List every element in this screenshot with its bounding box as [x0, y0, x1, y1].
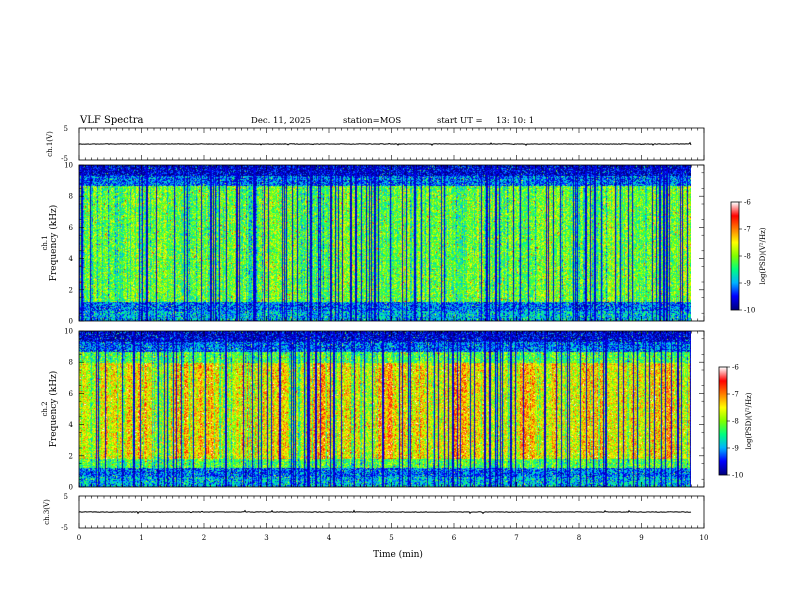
- ch2-spectrogram-channel-label: ch.2: [41, 401, 49, 416]
- ch1-colorbar-label: log(PSD)(V²/Hz): [759, 227, 767, 284]
- time-axis-label: Time (min): [373, 549, 423, 560]
- ch2-colorbar-label: log(PSD)(V²/Hz): [745, 392, 753, 449]
- freq-tick-label: 6: [69, 390, 74, 398]
- colorbar-tick-label: -6: [732, 364, 739, 372]
- colorbar-tick-label: -10: [732, 472, 743, 480]
- colorbar-tick-label: -8: [732, 418, 739, 426]
- freq-tick-label: 2: [69, 286, 73, 294]
- ch2-frequency-ticks: 0 2 4 6 8 10: [64, 328, 704, 492]
- freq-tick-label: 4: [69, 421, 74, 429]
- freq-tick-label: 6: [69, 224, 74, 232]
- time-tick-label: 8: [577, 534, 581, 542]
- freq-tick-label: 8: [69, 193, 73, 201]
- ch2-colorbar-ticks: -6 -7 -8 -9 -10: [727, 364, 743, 480]
- date-label: Dec. 11, 2025: [251, 116, 311, 126]
- figure-title: VLF Spectra: [79, 115, 144, 126]
- waveform-line: [78, 509, 692, 515]
- ch1-waveform-ylabel: ch.1(V): [46, 131, 54, 157]
- time-tick-label: 9: [639, 534, 643, 542]
- time-tick-label: 1: [139, 534, 143, 542]
- freq-tick-label: 10: [64, 328, 73, 336]
- station-label: station=MOS: [343, 116, 401, 126]
- freq-tick-label: 0: [69, 484, 73, 492]
- colorbar-tick-label: -7: [732, 391, 739, 399]
- ch3-waveform-ylabel: ch.3(V): [43, 499, 51, 525]
- ch1-frequency-ticks: 0 2 4 6 8 10: [64, 162, 704, 326]
- freq-tick-label: 2: [69, 452, 73, 460]
- waveform-line: [78, 141, 692, 147]
- ch2-frequency-ylabel: Frequency (kHz): [48, 371, 59, 448]
- time-tick-label: 4: [327, 534, 332, 542]
- ch3-waveform-panel: 5 -5 ch.3(V): [43, 493, 705, 532]
- start-ut-label: start UT =: [437, 116, 483, 126]
- time-axis-tick-labels: 0 1 2 3 4 5 6 7 8 9 10: [77, 534, 709, 542]
- ch1-ytick-top: 5: [64, 125, 68, 133]
- ch3-ytick-bottom: -5: [61, 524, 68, 532]
- colorbar-tick-label: -6: [744, 199, 751, 207]
- time-tick-label: 6: [452, 534, 457, 542]
- ch2-spectrogram-image: [79, 331, 691, 487]
- colorbar-tick-label: -10: [744, 307, 755, 315]
- time-tick-label: 5: [389, 534, 393, 542]
- ch3-ytick-top: 5: [64, 493, 68, 501]
- colorbar-tick-label: -7: [744, 226, 751, 234]
- ch1-spectrogram-image: [79, 165, 691, 321]
- time-tick-label: 10: [700, 534, 709, 542]
- time-tick-label: 0: [77, 534, 81, 542]
- freq-tick-label: 8: [69, 359, 73, 367]
- time-tick-label: 2: [202, 534, 206, 542]
- ch2-spectrogram-panel: 0 2 4 6 8 10 ch.2 Frequency (kHz) -6 -7 -8 -9 -10…: [41, 328, 753, 492]
- colorbar-tick-label: -9: [744, 280, 751, 288]
- ch1-waveform-panel: 5 -5 ch.1(V): [46, 125, 705, 163]
- ch1-spectrogram-channel-label: ch.1: [41, 235, 49, 250]
- colorbar-tick-label: -8: [744, 253, 751, 261]
- ch1-ytick-bottom: -5: [61, 155, 68, 163]
- time-axis-ticks: [78, 128, 705, 528]
- ch2-colorbar: -6 -7 -8 -9 -10 log(PSD)(V²/Hz): [718, 364, 753, 480]
- freq-tick-label: 10: [64, 162, 73, 170]
- ch1-colorbar-gradient: [731, 202, 739, 310]
- start-ut-value: 13: 10: 1: [496, 116, 534, 126]
- ch1-spectrogram-panel: 0 2 4 6 8 10 ch.1 Frequency (kHz) -6 -7 -8 -9 -10…: [41, 162, 767, 326]
- ch1-colorbar: -6 -7 -8 -9 -10 log(PSD)(V²/Hz): [730, 199, 767, 315]
- time-tick-label: 7: [514, 534, 518, 542]
- freq-tick-label: 0: [69, 318, 73, 326]
- ch1-colorbar-ticks: -6 -7 -8 -9 -10: [739, 199, 755, 315]
- colorbar-tick-label: -9: [732, 445, 739, 453]
- ch1-frequency-ylabel: Frequency (kHz): [48, 205, 59, 282]
- time-tick-label: 3: [264, 534, 268, 542]
- freq-tick-label: 4: [69, 255, 74, 263]
- ch2-colorbar-gradient: [719, 367, 727, 475]
- ch3-waveform-trace: [78, 509, 692, 515]
- ch1-waveform-trace: [78, 141, 692, 147]
